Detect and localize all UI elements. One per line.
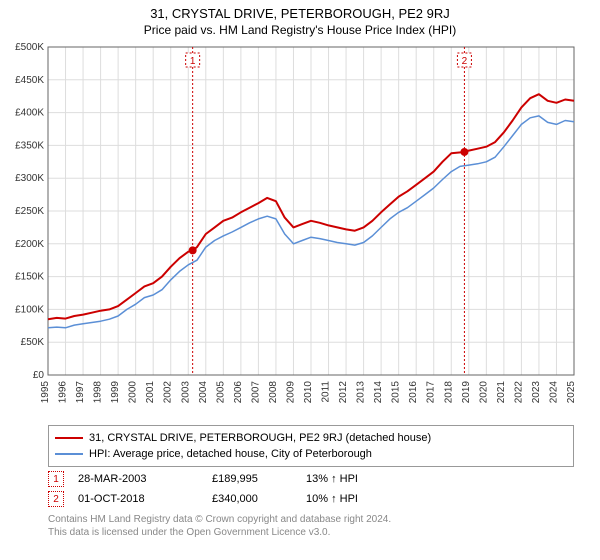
marker-price: £340,000	[212, 493, 292, 505]
svg-text:1998: 1998	[93, 381, 104, 404]
chart-title: 31, CRYSTAL DRIVE, PETERBOROUGH, PE2 9RJ	[0, 0, 600, 21]
svg-text:£200K: £200K	[15, 239, 44, 250]
marker-date: 28-MAR-2003	[78, 473, 198, 485]
svg-text:1997: 1997	[75, 381, 86, 404]
legend-item: HPI: Average price, detached house, City…	[55, 446, 567, 462]
svg-text:2006: 2006	[233, 381, 244, 404]
marker-pct: 10% ↑ HPI	[306, 493, 396, 505]
svg-text:2024: 2024	[548, 381, 559, 404]
legend-swatch	[55, 437, 83, 439]
svg-text:2009: 2009	[285, 381, 296, 404]
svg-text:£150K: £150K	[15, 272, 44, 283]
svg-text:£500K: £500K	[15, 42, 44, 53]
svg-text:2021: 2021	[496, 381, 507, 404]
footer-attribution: Contains HM Land Registry data © Crown c…	[48, 513, 574, 539]
svg-text:2010: 2010	[303, 381, 314, 404]
svg-text:2000: 2000	[128, 381, 139, 404]
svg-text:£350K: £350K	[15, 140, 44, 151]
svg-text:£250K: £250K	[15, 206, 44, 217]
svg-text:2020: 2020	[478, 381, 489, 404]
footer-line1: Contains HM Land Registry data © Crown c…	[48, 513, 574, 526]
legend-swatch	[55, 453, 83, 455]
svg-text:1999: 1999	[110, 381, 121, 404]
svg-text:£300K: £300K	[15, 173, 44, 184]
svg-text:2014: 2014	[373, 381, 384, 404]
marker-row: 1 28-MAR-2003 £189,995 13% ↑ HPI	[48, 469, 574, 489]
svg-text:2003: 2003	[180, 381, 191, 404]
marker-price: £189,995	[212, 473, 292, 485]
svg-text:2025: 2025	[566, 381, 577, 404]
svg-text:2023: 2023	[531, 381, 542, 404]
svg-text:1: 1	[190, 56, 196, 67]
marker-table: 1 28-MAR-2003 £189,995 13% ↑ HPI 2 01-OCT-201…	[48, 469, 574, 509]
legend-label: 31, CRYSTAL DRIVE, PETERBOROUGH, PE2 9RJ…	[89, 432, 431, 444]
svg-text:2015: 2015	[391, 381, 402, 404]
marker-row: 2 01-OCT-2018 £340,000 10% ↑ HPI	[48, 489, 574, 509]
svg-text:£0: £0	[33, 370, 45, 381]
svg-text:2019: 2019	[461, 381, 472, 404]
svg-text:2005: 2005	[215, 381, 226, 404]
svg-text:£50K: £50K	[21, 337, 45, 348]
marker-date: 01-OCT-2018	[78, 493, 198, 505]
svg-text:2022: 2022	[513, 381, 524, 404]
svg-text:£400K: £400K	[15, 108, 44, 119]
svg-text:£450K: £450K	[15, 75, 44, 86]
svg-text:1995: 1995	[40, 381, 51, 404]
legend-item: 31, CRYSTAL DRIVE, PETERBOROUGH, PE2 9RJ…	[55, 430, 567, 446]
svg-text:2001: 2001	[145, 381, 156, 404]
chart-subtitle: Price paid vs. HM Land Registry's House …	[0, 21, 600, 41]
svg-text:2018: 2018	[443, 381, 454, 404]
svg-text:2017: 2017	[426, 381, 437, 404]
svg-text:2011: 2011	[321, 381, 332, 403]
svg-text:1996: 1996	[58, 381, 69, 404]
svg-text:2002: 2002	[163, 381, 174, 404]
chart-svg: £0 £50K £100K £150K £200K £250K £300K £350K £400…	[0, 41, 600, 421]
svg-text:2004: 2004	[198, 381, 209, 404]
svg-text:£100K: £100K	[15, 304, 44, 315]
svg-text:2007: 2007	[250, 381, 261, 404]
legend: 31, CRYSTAL DRIVE, PETERBOROUGH, PE2 9RJ…	[48, 425, 574, 467]
marker-badge: 2	[48, 491, 64, 507]
svg-text:2013: 2013	[356, 381, 367, 404]
footer-line2: This data is licensed under the Open Gov…	[48, 526, 574, 539]
svg-text:2008: 2008	[268, 381, 279, 404]
marker-pct: 13% ↑ HPI	[306, 473, 396, 485]
svg-text:2: 2	[462, 56, 468, 67]
svg-text:2016: 2016	[408, 381, 419, 404]
chart-area: £0 £50K £100K £150K £200K £250K £300K £350K £400…	[0, 41, 600, 421]
legend-label: HPI: Average price, detached house, City…	[89, 448, 372, 460]
svg-text:2012: 2012	[338, 381, 349, 404]
marker-badge: 1	[48, 471, 64, 487]
